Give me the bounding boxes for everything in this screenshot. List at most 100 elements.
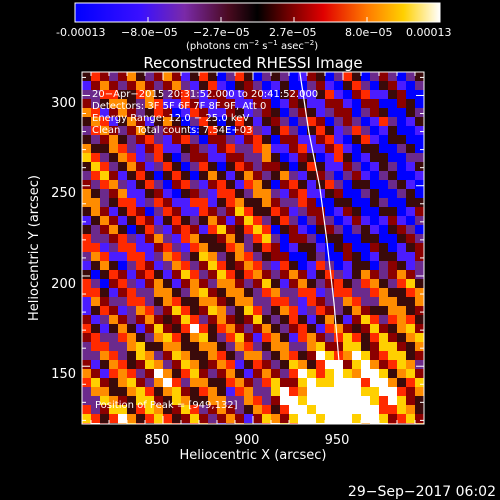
- heatmap-cell: [343, 126, 353, 136]
- heatmap-cell: [370, 369, 380, 379]
- heatmap-cell: [361, 351, 371, 361]
- heatmap-cell: [388, 243, 398, 253]
- heatmap-cell: [163, 234, 173, 244]
- heatmap-cell: [82, 360, 92, 370]
- heatmap-cell: [361, 252, 371, 262]
- heatmap-cell: [298, 162, 308, 172]
- heatmap-cell: [109, 216, 119, 226]
- heatmap-cell: [370, 387, 380, 397]
- heatmap-cell: [298, 288, 308, 298]
- heatmap-cell: [334, 414, 344, 424]
- heatmap-cell: [307, 207, 317, 217]
- heatmap-cell: [226, 126, 236, 136]
- heatmap-cell: [271, 126, 281, 136]
- heatmap-cell: [208, 72, 218, 82]
- heatmap-cell: [361, 243, 371, 253]
- heatmap-cell: [379, 144, 389, 154]
- heatmap-cell: [235, 189, 245, 199]
- heatmap-cell: [388, 90, 398, 100]
- heatmap-cell: [316, 252, 326, 262]
- colorbar-tick-label: −8.0e−05: [121, 26, 178, 39]
- heatmap-cell: [199, 279, 209, 289]
- heatmap-cell: [307, 180, 317, 190]
- heatmap-cell: [172, 378, 182, 388]
- heatmap-cell: [154, 243, 164, 253]
- heatmap-cell: [145, 405, 155, 415]
- heatmap-cell: [316, 135, 326, 145]
- heatmap-cell: [271, 414, 281, 424]
- heatmap-cell: [208, 81, 218, 91]
- heatmap-cell: [379, 90, 389, 100]
- heatmap-cell: [82, 207, 92, 217]
- heatmap-cell: [91, 207, 101, 217]
- heatmap-cell: [325, 369, 335, 379]
- heatmap-cell: [262, 279, 272, 289]
- heatmap-cell: [145, 162, 155, 172]
- heatmap-cell: [406, 234, 416, 244]
- heatmap-cell: [244, 225, 254, 235]
- heatmap-cell: [181, 90, 191, 100]
- heatmap-cell: [199, 135, 209, 145]
- heatmap-cell: [352, 261, 362, 271]
- heatmap-cell: [109, 207, 119, 217]
- heatmap-cell: [307, 261, 317, 271]
- heatmap-cell: [325, 405, 335, 415]
- heatmap-cell: [163, 306, 173, 316]
- heatmap-cell: [235, 306, 245, 316]
- heatmap-cell: [217, 414, 227, 424]
- heatmap-cell: [127, 234, 137, 244]
- heatmap-cell: [199, 162, 209, 172]
- heatmap-cell: [271, 297, 281, 307]
- heatmap-cell: [163, 342, 173, 352]
- heatmap-cell: [334, 288, 344, 298]
- heatmap-cell: [109, 252, 119, 262]
- heatmap-cell: [307, 171, 317, 181]
- heatmap-cell: [334, 198, 344, 208]
- heatmap-cell: [325, 414, 335, 424]
- heatmap-cell: [181, 324, 191, 334]
- heatmap-cell: [226, 315, 236, 325]
- heatmap-cell: [217, 315, 227, 325]
- heatmap-cell: [325, 126, 335, 136]
- heatmap-cell: [235, 216, 245, 226]
- heatmap-cell: [406, 297, 416, 307]
- heatmap-cell: [109, 81, 119, 91]
- heatmap-cell: [262, 369, 272, 379]
- heatmap-cell: [163, 225, 173, 235]
- heatmap-cell: [208, 324, 218, 334]
- heatmap-cell: [406, 261, 416, 271]
- heatmap-cell: [316, 387, 326, 397]
- heatmap-cell: [289, 396, 299, 406]
- heatmap-cell: [280, 144, 290, 154]
- heatmap-cell: [136, 324, 146, 334]
- heatmap-cell: [289, 108, 299, 118]
- heatmap-cell: [100, 72, 110, 82]
- heatmap-cell: [91, 261, 101, 271]
- heatmap-cell: [190, 72, 200, 82]
- heatmap-cell: [172, 108, 182, 118]
- heatmap-cell: [298, 396, 308, 406]
- heatmap-cell: [361, 396, 371, 406]
- heatmap-cell: [226, 171, 236, 181]
- heatmap-cell: [118, 306, 128, 316]
- heatmap-cell: [397, 108, 407, 118]
- heatmap-cell: [244, 396, 254, 406]
- heatmap-cell: [217, 360, 227, 370]
- heatmap-cell: [379, 369, 389, 379]
- heatmap-cell: [316, 153, 326, 163]
- heatmap-cell: [370, 252, 380, 262]
- heatmap-cell: [253, 360, 263, 370]
- heatmap-cell: [100, 315, 110, 325]
- heatmap-cell: [253, 324, 263, 334]
- heatmap-cell: [91, 90, 101, 100]
- heatmap-cell: [100, 414, 110, 424]
- heatmap-cell: [271, 324, 281, 334]
- heatmap-cell: [91, 144, 101, 154]
- heatmap-cell: [406, 243, 416, 253]
- heatmap-cell: [415, 171, 424, 181]
- heatmap-cell: [397, 342, 407, 352]
- heatmap-cell: [208, 108, 218, 118]
- heatmap-cell: [100, 108, 110, 118]
- heatmap-cell: [361, 297, 371, 307]
- heatmap-cell: [298, 198, 308, 208]
